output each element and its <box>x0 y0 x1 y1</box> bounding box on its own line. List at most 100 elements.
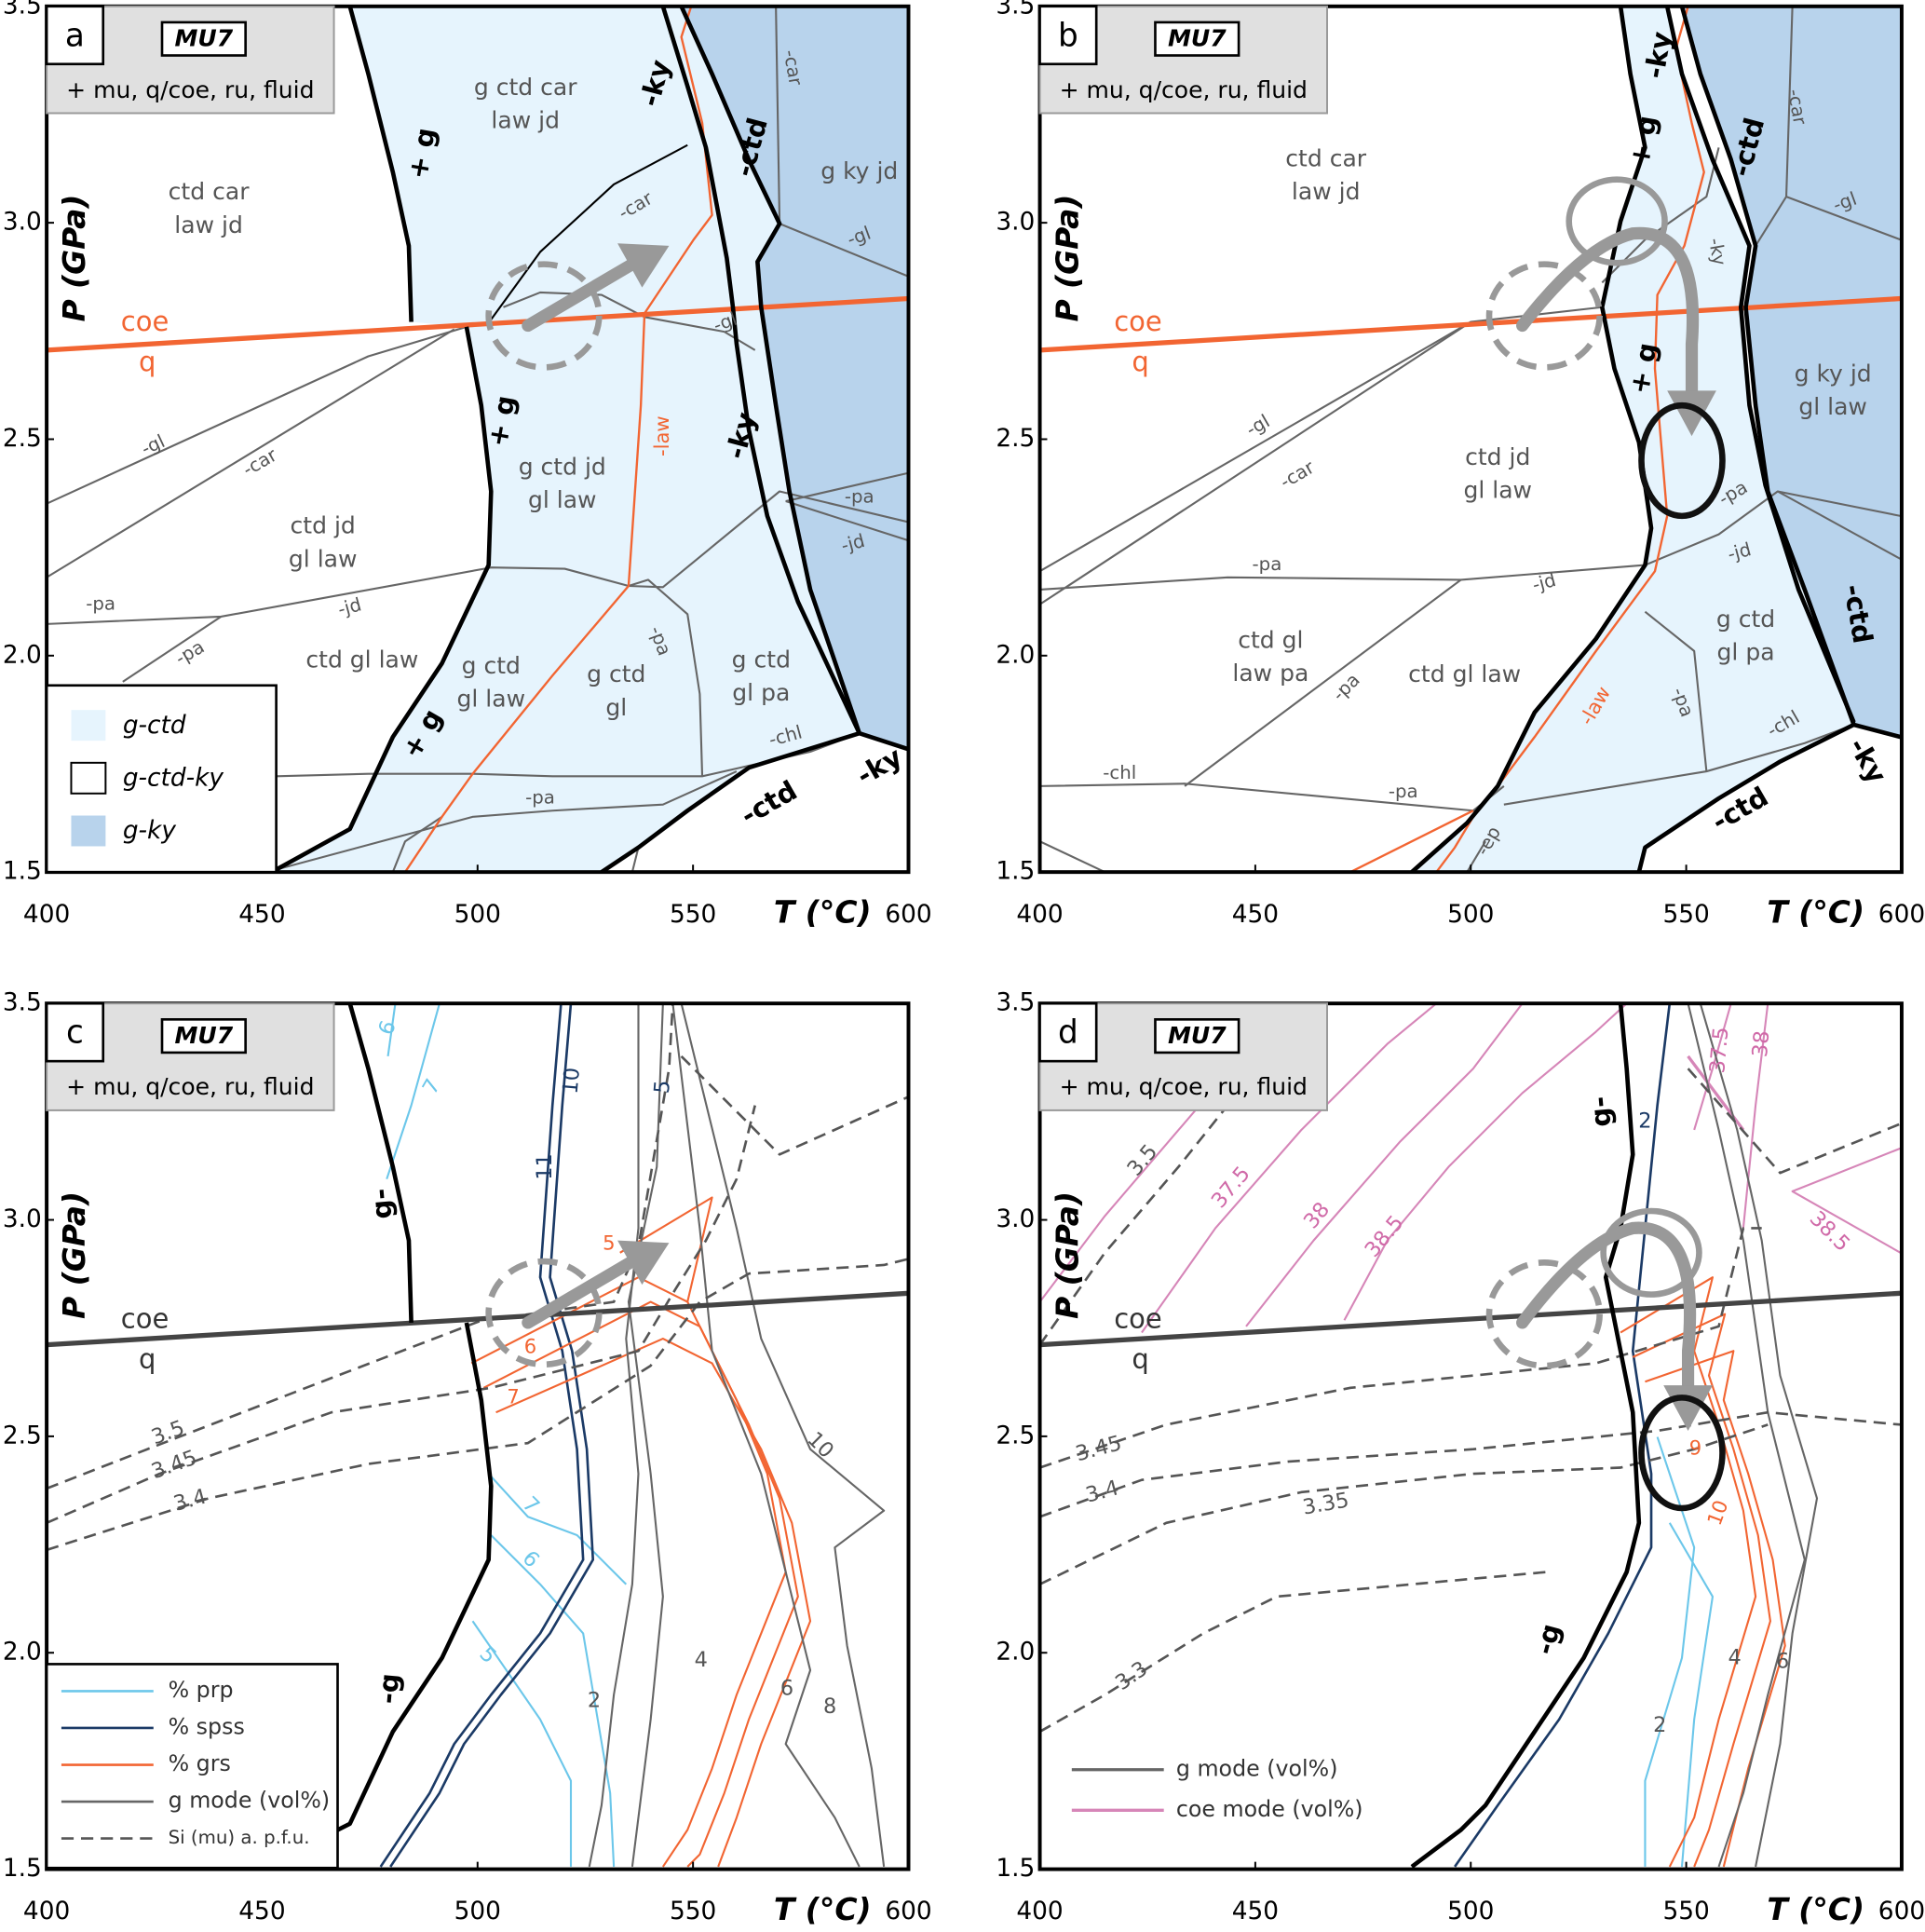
field-label: ctd car <box>1285 145 1367 172</box>
panel-letter-box <box>45 1001 105 1063</box>
assemblage: + mu, q/coe, ru, fluid <box>1060 1073 1308 1100</box>
line-label: -pa <box>1389 781 1418 802</box>
sample-label: MU7 <box>1168 1022 1227 1049</box>
phase-boundary <box>1039 1423 1769 1585</box>
line-label: 6 <box>518 1546 544 1572</box>
sample-box <box>1154 1018 1240 1054</box>
panel: coe q g ctd car law jd ctd car law jd g ky jd g… <box>3 0 932 930</box>
legend-label: Si (mu) a. p.f.u. <box>169 1827 310 1848</box>
line-label: 3.4 <box>171 1484 210 1516</box>
y-tick-label: 2.5 <box>996 1422 1035 1449</box>
phase-boundary <box>671 1003 861 1868</box>
pt-path <box>1516 1221 1697 1397</box>
field-label: g ctd <box>462 652 521 679</box>
line-label: 4 <box>1728 1645 1742 1669</box>
line-label: -law <box>650 415 673 456</box>
phase-boundary <box>588 1003 640 1868</box>
line-label: -jd <box>335 593 363 620</box>
stability-field <box>276 6 860 873</box>
phase-boundary <box>379 1003 585 1868</box>
legend-swatch <box>71 710 106 742</box>
phase-boundary <box>600 730 861 873</box>
phase-boundary <box>122 616 222 683</box>
field-label: gl law <box>457 686 526 713</box>
y-tick-label: 2.5 <box>3 425 42 453</box>
plot-area <box>1039 1003 1902 1869</box>
x-tick-label: 600 <box>885 1898 931 1925</box>
phase-boundary <box>1343 1003 1628 1321</box>
field-label: ctd jd <box>291 512 356 539</box>
phase-boundary <box>1687 1068 1902 1175</box>
reaction-label: q <box>139 1343 156 1375</box>
phase-boundary <box>490 143 688 320</box>
line-label: 5 <box>474 1642 500 1668</box>
phase-boundary <box>630 847 640 873</box>
x-tick-label: 500 <box>454 901 501 929</box>
line-label: 2 <box>1653 1713 1666 1737</box>
field-label: ctd gl <box>1238 626 1303 653</box>
panel-letter-box <box>45 5 105 66</box>
phase-boundary <box>1039 1290 1901 1348</box>
phase-boundary <box>386 1003 397 1057</box>
assemblage: + mu, q/coe, ru, fluid <box>66 76 314 103</box>
x-tick-label: 400 <box>1016 1898 1063 1925</box>
assemblage: + mu, q/coe, ru, fluid <box>1060 76 1308 103</box>
phase-boundary <box>1039 320 1471 605</box>
field-label: gl law <box>528 486 597 513</box>
line-label: 3.4 <box>1083 1476 1121 1507</box>
y-tick-label: 3.0 <box>3 1205 42 1233</box>
legend-label: % grs <box>169 1750 231 1776</box>
reaction-label: coe <box>1114 1302 1162 1334</box>
field-label: g ctd <box>587 660 645 687</box>
phase-boundary <box>1777 490 1902 560</box>
x-tick-label: 400 <box>23 1898 70 1925</box>
field-label: law jd <box>491 107 560 134</box>
x-tick-label: 400 <box>23 901 70 929</box>
legend-swatch <box>71 815 106 847</box>
phase-boundary <box>47 1290 909 1348</box>
line-label: 7 <box>418 1075 446 1098</box>
y-tick-label: 3.5 <box>3 989 42 1017</box>
final-circle <box>1638 401 1726 520</box>
phase-boundary <box>660 6 909 752</box>
line-label: -g <box>1528 1620 1566 1657</box>
reaction-label: coe <box>121 306 169 337</box>
phase-boundary <box>1620 1276 1757 1868</box>
phase-boundary <box>1410 1003 1642 1869</box>
line-label: 8 <box>823 1694 836 1719</box>
start-circle <box>1485 261 1603 371</box>
x-tick-label: 600 <box>1878 1898 1925 1925</box>
x-axis-title: T (°C) <box>1767 893 1864 930</box>
phase-boundary <box>1664 6 1856 724</box>
panel-letter: c <box>66 1014 84 1052</box>
phase-boundary <box>1791 1147 1902 1254</box>
line-label: -pa <box>845 486 874 508</box>
stability-field <box>681 6 909 750</box>
x-tick-label: 500 <box>1447 901 1494 929</box>
line-label: 38.5 <box>1805 1206 1855 1257</box>
legend-label: g-ky <box>123 817 177 845</box>
phase-boundary <box>1141 1003 1438 1334</box>
field-label: gl pa <box>1717 639 1775 666</box>
x-tick-label: 550 <box>670 1898 716 1925</box>
panel-letter-box <box>1038 1001 1098 1063</box>
reaction-label: q <box>139 346 156 377</box>
assemblage: + mu, q/coe, ru, fluid <box>66 1073 314 1100</box>
phase-boundary <box>482 1300 799 1868</box>
sample-box <box>160 20 247 57</box>
y-axis-title: P (GPa) <box>56 1191 92 1319</box>
phase-boundary <box>628 578 704 777</box>
line-label: 11 <box>533 1153 557 1180</box>
phase-boundary <box>47 1105 756 1525</box>
peak-circle <box>1566 176 1668 266</box>
phase-boundary <box>619 1196 713 1302</box>
field-label: law jd <box>174 211 243 238</box>
legend-label: g mode (vol%) <box>169 1788 331 1814</box>
line-label: 38 <box>1299 1198 1335 1234</box>
phase-boundary <box>1785 196 1902 241</box>
phase-boundary <box>775 6 781 224</box>
phase-boundary <box>1039 782 1505 812</box>
line-label: -gl <box>138 430 169 459</box>
